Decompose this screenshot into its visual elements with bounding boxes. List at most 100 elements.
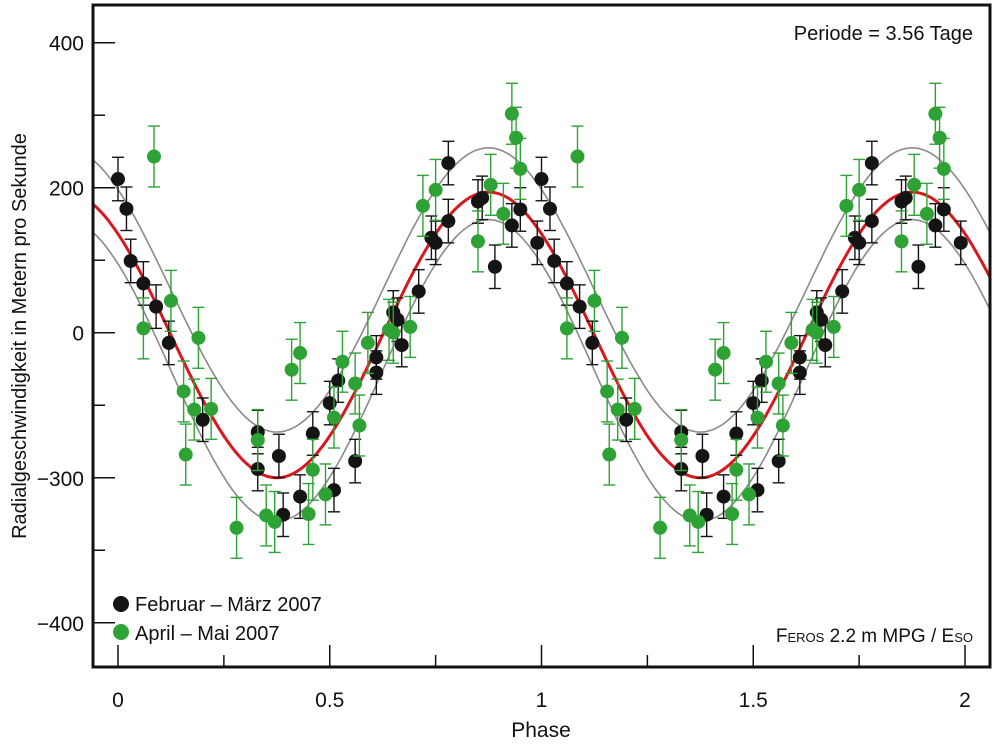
- point-marker: [928, 106, 943, 121]
- point-marker: [852, 182, 867, 197]
- point-marker: [487, 259, 502, 274]
- data-point: [835, 268, 850, 314]
- point-marker: [587, 293, 602, 308]
- point-marker: [504, 106, 519, 121]
- point-marker: [176, 384, 191, 399]
- data-point: [161, 320, 176, 366]
- point-marker: [572, 299, 587, 314]
- point-marker: [191, 330, 206, 345]
- point-marker: [119, 201, 134, 216]
- data-point: [784, 311, 799, 375]
- point-marker: [559, 276, 574, 291]
- data-point: [335, 330, 350, 393]
- point-marker: [305, 426, 320, 441]
- point-marker: [792, 365, 807, 380]
- plot-frame: [91, 3, 992, 669]
- point-marker: [619, 412, 634, 427]
- data-point: [178, 423, 193, 486]
- data-point: [653, 496, 668, 559]
- point-marker: [348, 376, 363, 391]
- point-marker: [953, 235, 968, 250]
- data-point: [750, 386, 765, 449]
- point-marker: [775, 418, 790, 433]
- data-point: [771, 438, 786, 484]
- point-marker: [602, 447, 617, 462]
- x-tick-label: 1: [536, 689, 548, 712]
- point-marker: [932, 130, 947, 145]
- point-marker: [483, 177, 498, 192]
- data-point: [818, 322, 833, 368]
- data-point: [149, 284, 164, 330]
- data-point: [415, 174, 430, 238]
- point-marker: [229, 520, 244, 535]
- instrument-feros: Feros: [776, 626, 825, 647]
- point-marker: [331, 373, 346, 388]
- legend-marker-feb-mar: [113, 596, 129, 612]
- data-point: [191, 306, 206, 369]
- point-marker: [750, 410, 765, 425]
- point-marker: [742, 487, 757, 502]
- data-point: [826, 295, 841, 359]
- data-point: [610, 378, 625, 441]
- point-marker: [136, 276, 151, 291]
- data-point: [547, 238, 562, 284]
- point-marker: [716, 346, 731, 361]
- point-marker: [411, 284, 426, 299]
- point-marker: [716, 489, 731, 504]
- point-marker: [161, 335, 176, 350]
- point-marker: [818, 338, 833, 353]
- point-marker: [267, 514, 282, 529]
- data-point: [326, 386, 341, 449]
- point-marker: [547, 253, 562, 268]
- data-point: [695, 433, 710, 479]
- point-marker: [771, 454, 786, 469]
- point-marker: [754, 373, 769, 388]
- data-point: [318, 463, 333, 526]
- data-point: [619, 397, 634, 443]
- legend-marker-apr-mai: [113, 624, 129, 640]
- y-tick-label: 200: [49, 178, 84, 201]
- point-marker: [708, 362, 723, 377]
- point-marker: [513, 202, 528, 217]
- data-point: [758, 330, 773, 393]
- point-marker: [428, 235, 443, 250]
- data-point: [348, 352, 363, 415]
- data-point: [602, 423, 617, 486]
- data-point: [570, 125, 585, 188]
- data-point: [259, 484, 274, 547]
- point-marker: [585, 335, 600, 350]
- point-marker: [898, 190, 913, 205]
- point-marker: [534, 172, 549, 187]
- data-point: [894, 210, 909, 273]
- legend: Februar – März 2007 April – Mai 2007: [113, 594, 322, 645]
- point-marker: [496, 206, 511, 221]
- data-point: [691, 490, 706, 554]
- point-marker: [826, 319, 841, 334]
- point-marker: [326, 410, 341, 425]
- point-marker: [470, 234, 485, 249]
- y-tick-label: −300: [37, 468, 84, 491]
- data-point: [708, 338, 723, 401]
- data-point: [123, 238, 138, 284]
- point-marker: [163, 293, 178, 308]
- point-marker: [415, 198, 430, 213]
- data-point: [441, 198, 456, 244]
- point-marker: [570, 149, 585, 164]
- data-point: [674, 408, 689, 472]
- point-marker: [614, 330, 629, 345]
- point-marker: [360, 335, 375, 350]
- data-point: [293, 321, 308, 385]
- point-marker: [746, 396, 761, 411]
- data-point: [587, 269, 602, 332]
- data-point: [301, 482, 316, 546]
- data-point: [195, 397, 210, 443]
- data-point: [352, 394, 367, 457]
- point-marker: [322, 396, 337, 411]
- data-point: [742, 463, 757, 526]
- data-point: [716, 321, 731, 385]
- period-annotation: Periode = 3.56 Tage: [794, 23, 973, 45]
- point-marker: [352, 418, 367, 433]
- point-marker: [928, 218, 943, 233]
- data-point: [530, 220, 545, 266]
- data-point: [614, 306, 629, 369]
